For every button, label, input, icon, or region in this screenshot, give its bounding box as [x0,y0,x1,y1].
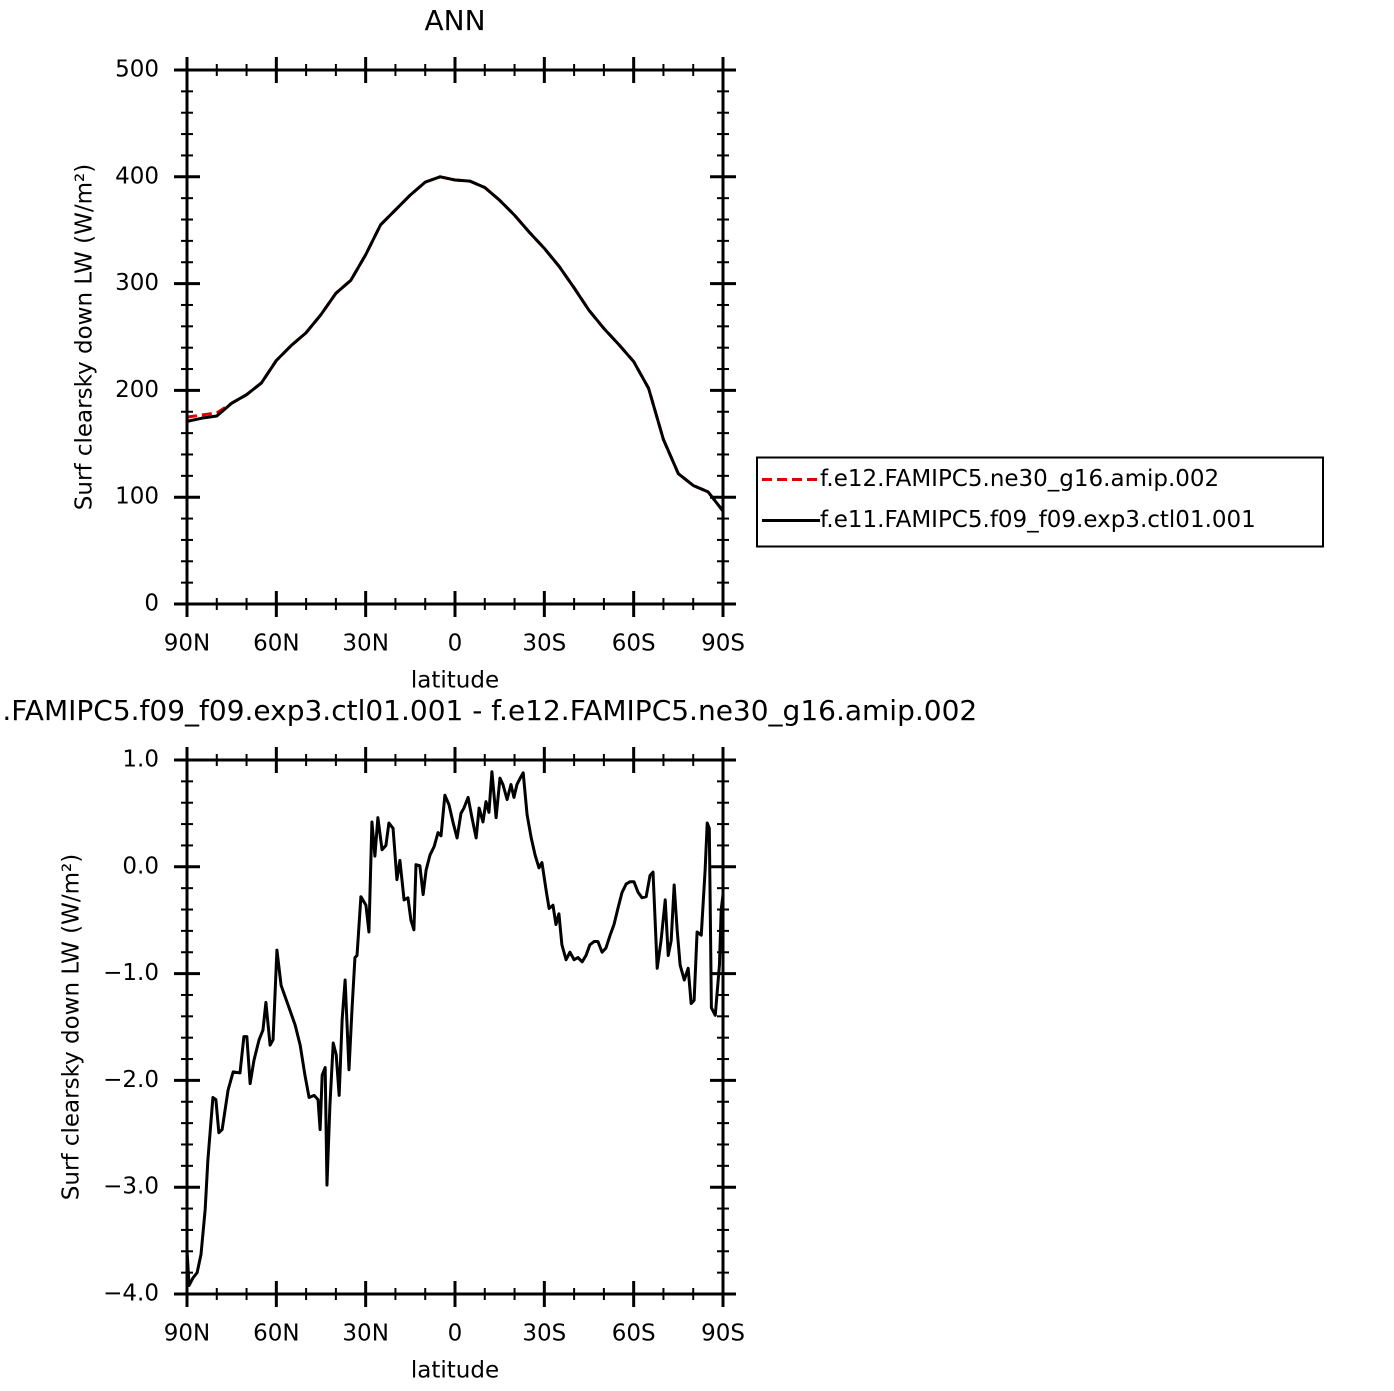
x-tick-label: 60N [253,631,299,657]
plot-frame [185,68,725,606]
x-axis-label: latitude [411,1358,499,1384]
data-line [186,175,725,512]
y-tick-label: −2.0 [103,1067,159,1093]
data-line [186,175,725,512]
y-tick-label: −1.0 [103,960,159,986]
x-tick-label: 30N [342,631,388,657]
legend-label: f.e11.FAMIPC5.f09_f09.exp3.ctl01.001 [820,507,1256,533]
y-tick-label: −4.0 [103,1281,159,1307]
chart-title: ANN [424,4,485,37]
y-tick-label: 100 [115,484,159,510]
x-tick-label: 0 [448,1321,463,1347]
x-tick-label: 90N [164,1321,210,1347]
y-tick-label: 500 [115,57,159,83]
y-tick-label: −3.0 [103,1174,159,1200]
legend-box [756,456,1324,548]
y-tick-label: 0 [144,591,159,617]
y-tick-label: 200 [115,377,159,403]
y-axis-label: Surf clearsky down LW (W/m²) [59,854,85,1200]
x-tick-label: 30S [522,1321,566,1347]
x-tick-label: 90S [701,631,745,657]
y-tick-label: 0.0 [122,853,159,879]
y-tick-label: 400 [115,163,159,189]
legend-label: f.e12.FAMIPC5.ne30_g16.amip.002 [820,466,1219,492]
x-tick-label: 60S [612,1321,656,1347]
data-line [185,770,725,1287]
y-axis-label: Surf clearsky down LW (W/m²) [72,164,98,510]
x-tick-label: 60S [612,631,656,657]
chart-title: f.e11.FAMIPC5.f09_f09.exp3.ctl01.001 - f… [0,694,977,727]
y-tick-label: 300 [115,270,159,296]
x-axis-label: latitude [411,668,499,694]
x-tick-label: 30S [522,631,566,657]
x-tick-label: 0 [448,631,463,657]
x-tick-label: 60N [253,1321,299,1347]
x-tick-label: 90S [701,1321,745,1347]
y-tick-label: 1.0 [122,747,159,773]
x-tick-label: 30N [342,1321,388,1347]
x-tick-label: 90N [164,631,210,657]
